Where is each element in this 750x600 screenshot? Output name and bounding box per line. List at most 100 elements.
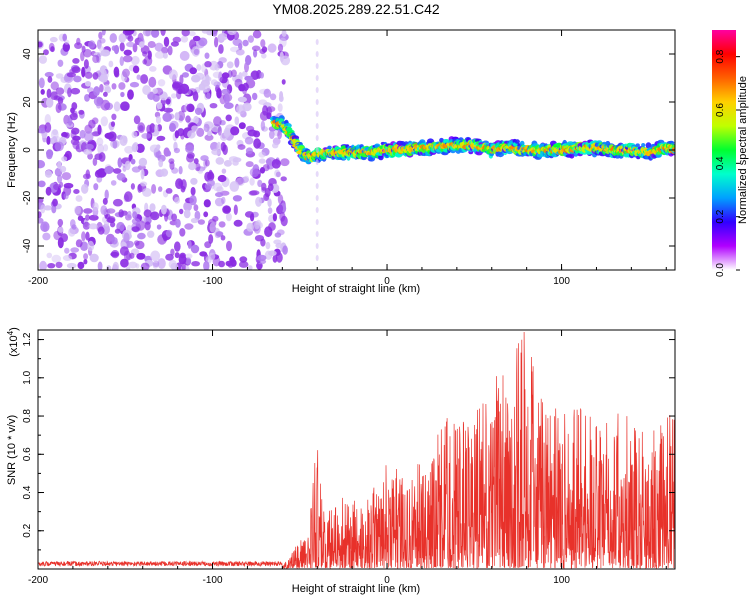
noise-cell — [129, 81, 140, 88]
noise-cell — [83, 59, 89, 69]
noise-cell — [72, 135, 81, 141]
noise-cell — [251, 45, 261, 52]
noise-cell — [234, 78, 243, 88]
noise-cell — [103, 144, 109, 152]
noise-cell — [117, 157, 123, 168]
noise-cell — [208, 169, 213, 180]
noise-cell — [73, 189, 80, 194]
noise-cell — [147, 41, 156, 48]
noise-cell — [156, 135, 166, 141]
x-tick-label: -100 — [203, 276, 223, 287]
noise-cell — [57, 237, 64, 249]
noise-cell — [165, 188, 173, 194]
noise-cell — [38, 217, 44, 224]
noise-cell — [264, 187, 271, 198]
noise-cell — [38, 41, 43, 48]
noise-cell — [259, 110, 269, 121]
noise-cell — [226, 61, 234, 69]
noise-cell — [106, 208, 116, 214]
noise-cell — [209, 103, 218, 109]
noise-cell — [272, 254, 278, 263]
snr-multiplier-exp: 4 — [6, 330, 15, 335]
snr-multiplier: (x104) — [6, 327, 20, 357]
y-tick-label: 0 — [22, 147, 33, 153]
noise-cell — [88, 223, 98, 230]
noise-cell — [252, 30, 262, 39]
noise-cell — [233, 204, 238, 216]
noise-cell — [130, 183, 135, 190]
noise-cell — [277, 43, 284, 52]
noise-cell — [85, 143, 94, 150]
noise-cell — [63, 182, 74, 189]
noise-cell — [155, 150, 162, 159]
noise-cell — [142, 51, 148, 57]
noise-cell — [249, 190, 260, 196]
noise-cell — [38, 160, 46, 169]
noise-cell — [180, 179, 187, 191]
colorbar-tick-label: 0.2 — [715, 209, 726, 223]
noise-cell — [119, 246, 129, 256]
noise-cell — [103, 91, 108, 97]
noise-cell — [187, 240, 192, 249]
streak-cell — [315, 207, 319, 213]
noise-cell — [130, 55, 140, 65]
noise-cell — [43, 49, 49, 56]
noise-cell — [258, 151, 266, 158]
noise-cell — [203, 261, 210, 270]
noise-cell — [118, 82, 126, 90]
noise-cell — [197, 219, 205, 225]
noise-cell — [127, 210, 132, 219]
noise-cell — [238, 261, 249, 268]
noise-cell — [110, 251, 119, 257]
noise-cell — [213, 116, 222, 127]
noise-cell — [200, 155, 209, 162]
noise-cell — [220, 235, 226, 241]
noise-cell — [169, 161, 175, 170]
noise-cell — [100, 116, 109, 127]
noise-cell — [89, 253, 99, 263]
noise-cell — [61, 172, 72, 181]
streak-cell — [315, 111, 319, 117]
noise-cell — [194, 162, 201, 172]
noise-cell — [169, 122, 176, 132]
colorbar-gradient — [712, 30, 736, 270]
x-tick-label: -200 — [28, 575, 48, 586]
noise-cell — [120, 258, 129, 268]
noise-cell — [165, 98, 171, 105]
noise-cell — [131, 218, 141, 225]
noise-cell — [196, 64, 202, 71]
noise-cell — [114, 228, 121, 234]
noise-cell — [170, 248, 175, 256]
noise-cell — [185, 257, 192, 265]
noise-cell — [85, 231, 90, 241]
colorbar-ticks: 0.0 0.2 0.4 0.6 0.8 — [715, 49, 740, 277]
noise-cell — [260, 238, 266, 247]
noise-cell — [125, 266, 131, 270]
noise-cell — [131, 226, 140, 233]
noise-cell — [136, 74, 141, 80]
noise-cell — [214, 197, 225, 207]
noise-cell — [68, 227, 76, 237]
noise-cell — [84, 81, 92, 87]
noise-cell — [55, 87, 65, 95]
noise-cell — [84, 94, 90, 102]
noise-cell — [282, 245, 288, 255]
noise-cell — [44, 71, 54, 78]
noise-cell — [83, 253, 89, 260]
noise-cell — [267, 198, 272, 208]
noise-cell — [175, 218, 181, 228]
noise-cell — [122, 55, 133, 63]
noise-cell — [210, 79, 218, 86]
noise-cell — [268, 222, 276, 231]
noise-cell — [66, 262, 77, 269]
noise-cell — [173, 147, 180, 154]
noise-cell — [72, 140, 81, 150]
x-tick-label: 100 — [553, 575, 570, 586]
noise-cell — [193, 48, 200, 56]
noise-cell — [83, 148, 93, 155]
noise-cell — [38, 77, 45, 89]
noise-cell — [160, 168, 169, 177]
noise-cell — [142, 59, 147, 65]
noise-cell — [242, 82, 249, 91]
noise-cell — [218, 57, 227, 64]
